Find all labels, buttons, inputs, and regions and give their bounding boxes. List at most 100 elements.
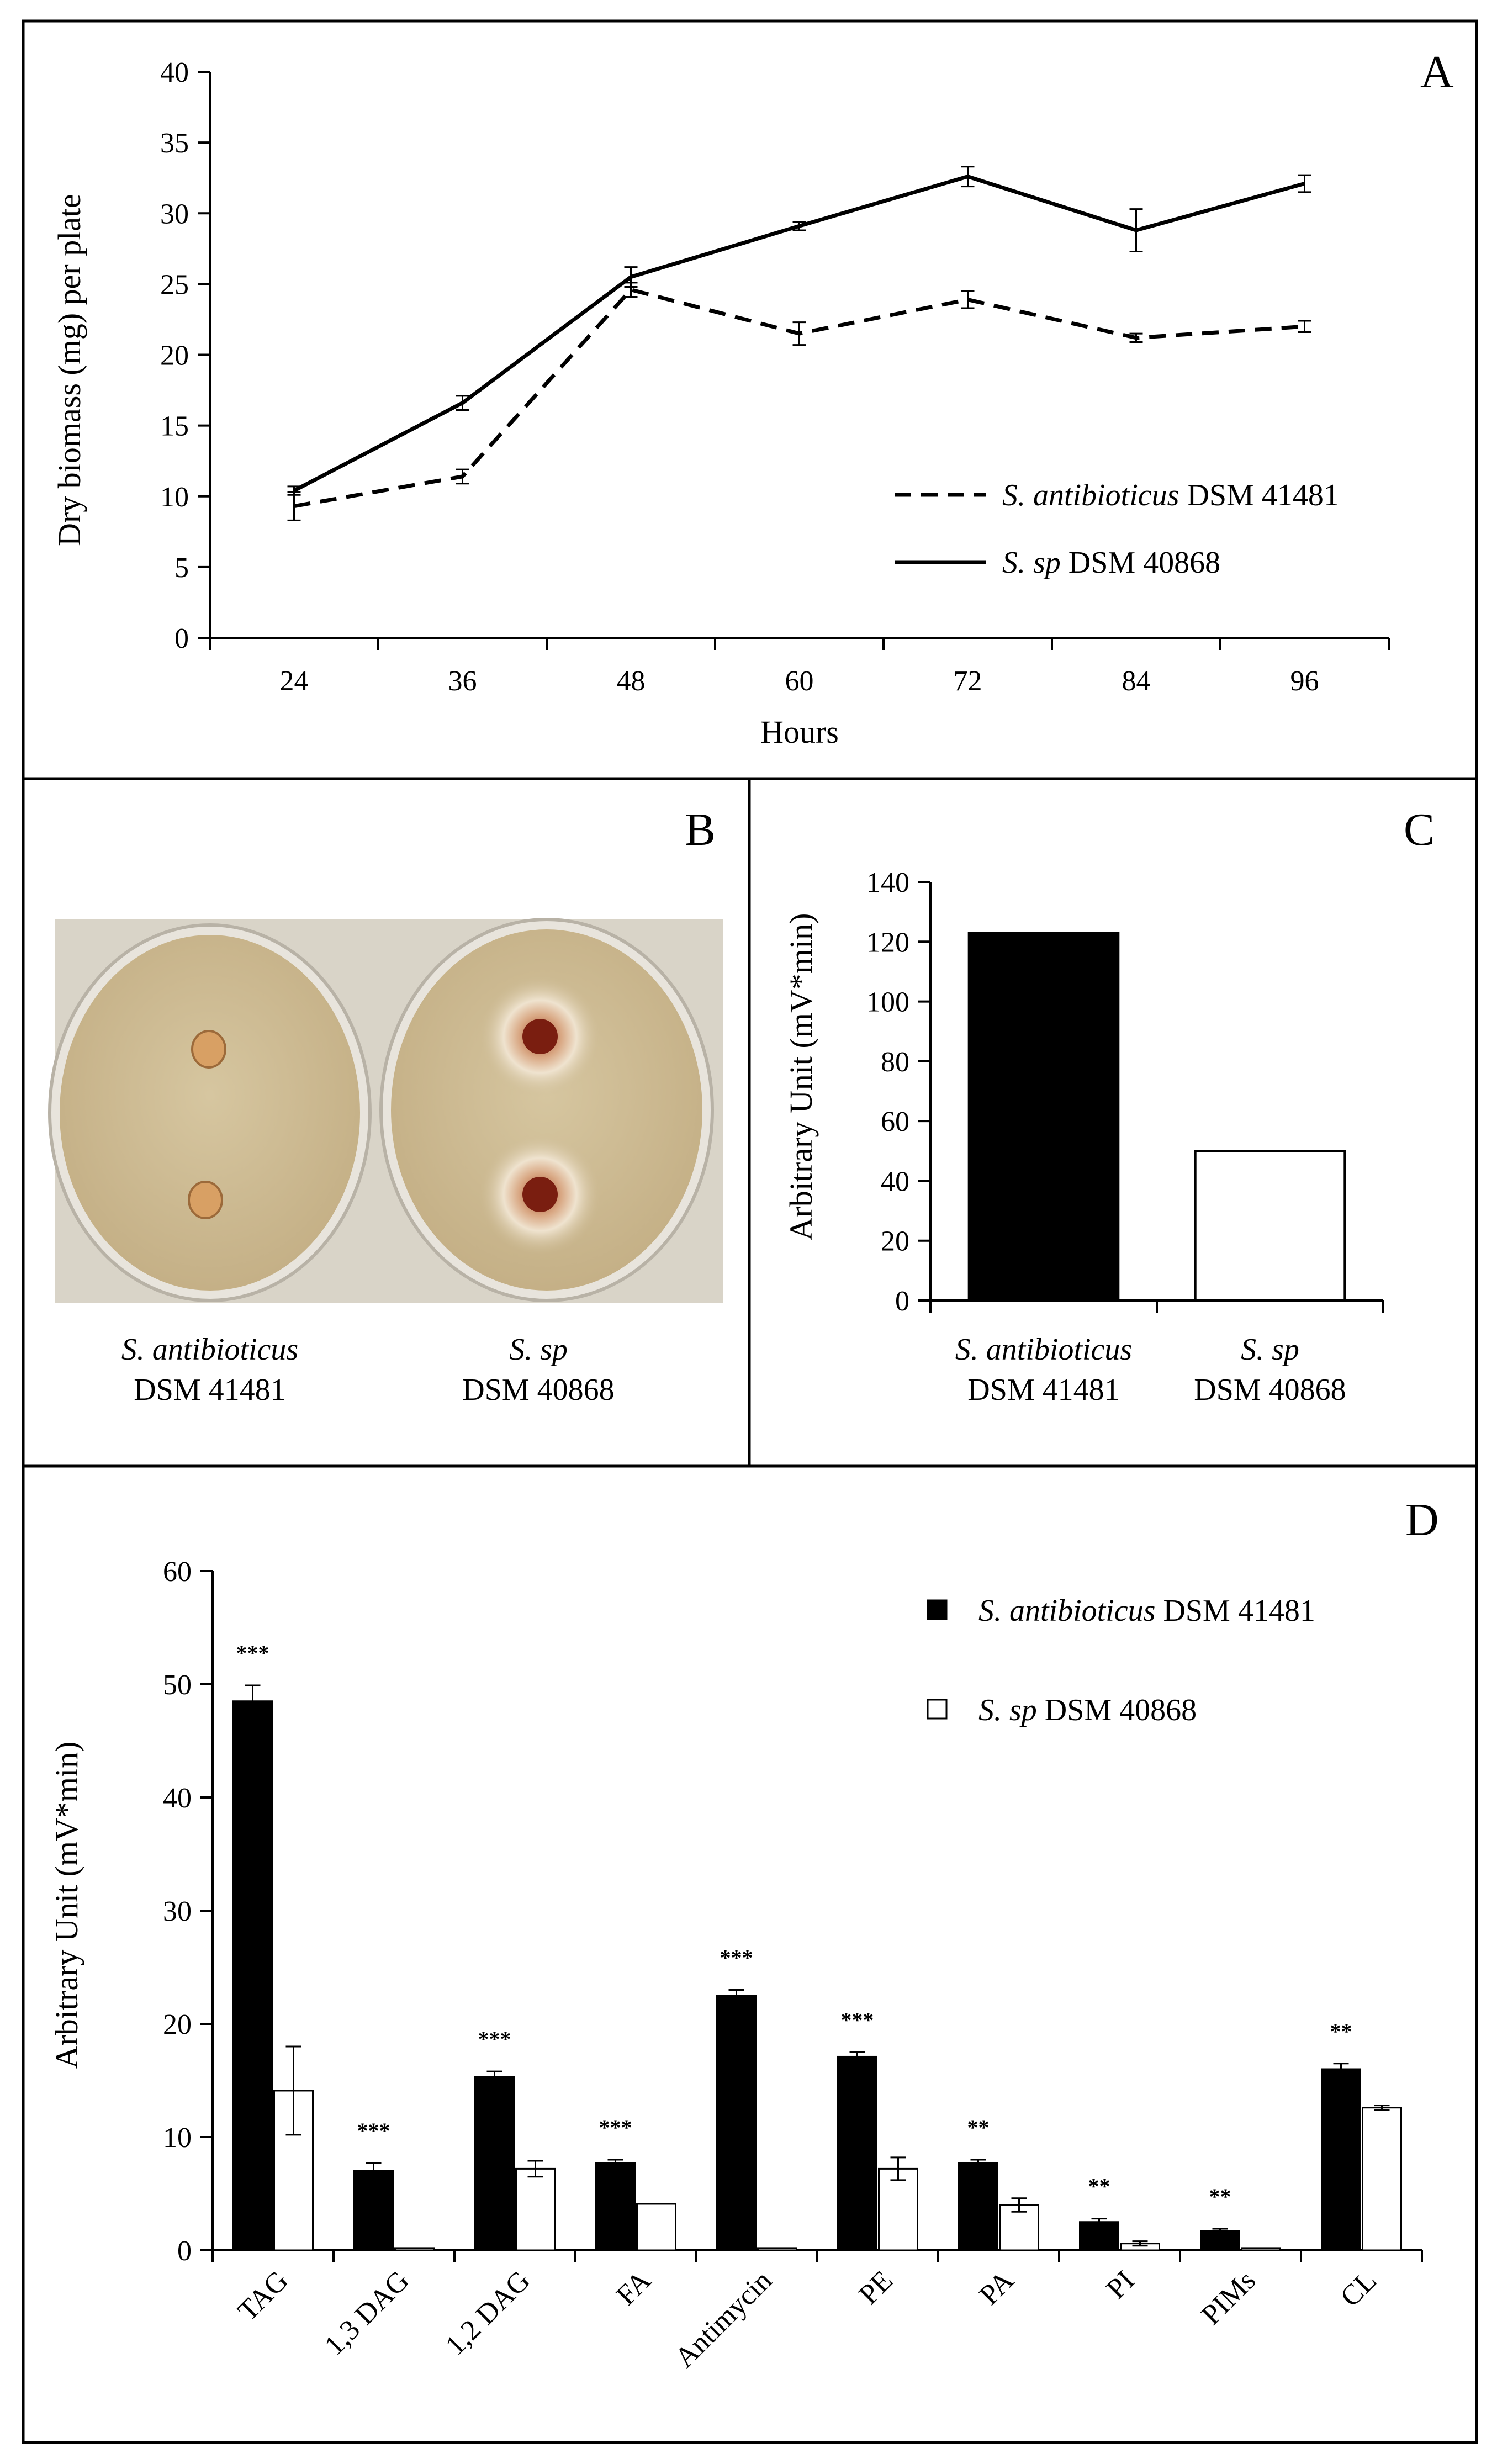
panel-d-y-tick-label-0: 0 bbox=[177, 2235, 192, 2267]
plate-caption-left-strain: DSM 41481 bbox=[134, 1373, 285, 1407]
panel-a-y-axis: 0 5 10 15 20 25 30 35 40 bbox=[160, 57, 211, 654]
panel-d-bar-1-series-2 bbox=[394, 2247, 435, 2251]
panel-a-x-axis: 24 36 48 60 72 84 96 bbox=[209, 637, 1390, 697]
panel-d-bar-6-series-1 bbox=[958, 2162, 998, 2251]
panel-a-y-tick-label-6: 30 bbox=[160, 198, 189, 230]
panel-d-bar-5-series-2 bbox=[878, 2167, 918, 2251]
plate-caption-right-strain: DSM 40868 bbox=[462, 1373, 614, 1407]
panel-d-errorbar-9-series-1 bbox=[1333, 2063, 1349, 2076]
panel-a-x-tick-label-3: 60 bbox=[785, 665, 814, 697]
panel-a-y-axis-title: Dry biomass (mg) per plate bbox=[51, 194, 87, 546]
panel-d-legend-label-2-species: S. sp bbox=[978, 1693, 1037, 1727]
panel-d-bar-2-series-2 bbox=[515, 2167, 556, 2251]
panel-d-bar-4-series-1 bbox=[716, 1995, 757, 2251]
panel-d-errorbar-0-series-1 bbox=[245, 1684, 261, 1718]
panel-a-x-tick-label-2: 48 bbox=[617, 665, 646, 697]
panel-c-x-labels: S. antibioticus DSM 41481 S. sp DSM 40868 bbox=[955, 1333, 1346, 1407]
petri-plate-left bbox=[48, 923, 372, 1302]
panel-a-x-axis-title: Hours bbox=[760, 714, 839, 750]
panel-a-y-tick-label-3: 15 bbox=[160, 411, 189, 442]
panel-d-errorbar-0-series-2 bbox=[285, 2045, 301, 2136]
panel-c-y-tick-label-0: 0 bbox=[895, 1286, 909, 1317]
panel-c-x-label-strain-1: DSM 40868 bbox=[1194, 1373, 1346, 1407]
panel-a-y-tick-label-5: 25 bbox=[160, 269, 189, 300]
panel-c-y-tick-label-6: 120 bbox=[866, 927, 909, 958]
panel-d-bar-8-series-2 bbox=[1241, 2247, 1281, 2251]
panel-b-letter: B bbox=[685, 804, 716, 855]
panel-d-bar-9-series-2 bbox=[1362, 2107, 1402, 2251]
panel-d-legend-label-1-strain: DSM 41481 bbox=[1155, 1594, 1315, 1628]
panel-d-significance-2: *** bbox=[478, 2027, 511, 2051]
panel-d-significance-6: ** bbox=[967, 2115, 990, 2140]
panel-d-errorbar-7-series-2 bbox=[1132, 2240, 1148, 2247]
panel-d-legend-label-1: S. antibioticus DSM 41481 bbox=[978, 1594, 1315, 1628]
panel-d-errorbar-1-series-1 bbox=[366, 2162, 382, 2180]
agar-left bbox=[60, 935, 360, 1291]
panel-d-bar-3-series-2 bbox=[636, 2203, 676, 2251]
panel-d-letter: D bbox=[1405, 1494, 1439, 1546]
panel-c-y-tick-label-3: 60 bbox=[881, 1106, 909, 1138]
panel-c-x-label-species-1: S. sp bbox=[1241, 1333, 1299, 1367]
panel-d-bar-7-series-1 bbox=[1079, 2221, 1119, 2251]
panel-d-significance-9: ** bbox=[1330, 2019, 1352, 2044]
panel-c: C 0 20 40 60 80 100 120 140 S. antibioticus DSM … bbox=[783, 804, 1435, 1407]
panel-c-x-label-species-0: S. antibioticus bbox=[955, 1333, 1132, 1367]
panel-a-series-1-errorbar-1 bbox=[456, 468, 469, 485]
panel-a-y-tick-label-2: 10 bbox=[160, 482, 189, 513]
well-left-top bbox=[191, 1030, 226, 1069]
panel-a-y-tick-label-7: 35 bbox=[160, 128, 189, 159]
plate-caption-right-species: S. sp bbox=[509, 1333, 568, 1367]
agar-right bbox=[391, 929, 702, 1291]
panel-d-y-tick-label-6: 60 bbox=[163, 1556, 192, 1588]
panel-d-errorbar-2-series-1 bbox=[486, 2070, 502, 2084]
colony-right-bottom bbox=[522, 1177, 558, 1212]
legend-label-series-2: S. sp DSM 40868 bbox=[1002, 546, 1220, 580]
panel-d-errorbar-6-series-1 bbox=[970, 2159, 986, 2167]
panel-d-bar-1-series-1 bbox=[353, 2170, 394, 2251]
panel-c-x-label-strain-0: DSM 41481 bbox=[967, 1373, 1119, 1407]
legend-label-series-1-strain: DSM 41481 bbox=[1179, 478, 1339, 512]
panel-d-errorbar-4-series-1 bbox=[728, 1989, 744, 2002]
panel-d-errorbar-7-series-1 bbox=[1091, 2218, 1107, 2227]
panel-d-bar-3-series-1 bbox=[595, 2162, 636, 2251]
panel-a-x-tick-label-1: 36 bbox=[448, 665, 477, 697]
panel-d-bars: ********************** **** bbox=[211, 1641, 1423, 2262]
panel-a-series-2-errorbar-4 bbox=[961, 166, 975, 188]
panel-a-series-1-errorbar-5 bbox=[1129, 332, 1143, 343]
panel-d-legend: S. antibioticus DSM 41481 S. sp DSM 4086… bbox=[927, 1594, 1315, 1727]
panel-d-significance-1: *** bbox=[357, 2118, 390, 2143]
panel-a-y-tick-label-8: 40 bbox=[160, 57, 189, 88]
legend-swatch-black bbox=[927, 1599, 948, 1620]
panel-d-legend-label-2-strain: DSM 40868 bbox=[1037, 1693, 1197, 1727]
panel-d-significance-0: *** bbox=[236, 1641, 269, 1665]
panel-d-bar-0-series-1 bbox=[232, 1700, 273, 2251]
panel-c-bar-1 bbox=[1194, 1150, 1346, 1302]
panel-c-letter: C bbox=[1404, 804, 1435, 855]
colony-right-top bbox=[522, 1019, 558, 1054]
legend-label-series-1-species: S. antibioticus bbox=[1002, 478, 1179, 512]
panel-a-y-tick-label-4: 20 bbox=[160, 340, 189, 372]
panel-d-errorbar-6-series-2 bbox=[1011, 2197, 1027, 2213]
panel-c-y-tick-label-7: 140 bbox=[866, 867, 909, 898]
panel-a-letter: A bbox=[1420, 46, 1454, 98]
panel-d-y-axis: 0 10 20 30 40 50 60 bbox=[163, 1556, 214, 2267]
panel-d-legend-label-1-species: S. antibioticus bbox=[978, 1594, 1155, 1628]
panel-d-y-tick-label-4: 40 bbox=[163, 1783, 192, 1814]
panel-c-y-tick-label-2: 40 bbox=[881, 1166, 909, 1197]
panel-d-y-tick-label-1: 10 bbox=[163, 2122, 192, 2154]
panel-a-series-1-errorbar-6 bbox=[1298, 320, 1311, 333]
panel-a-series bbox=[287, 166, 1311, 521]
panel-d-significance-4: *** bbox=[720, 1945, 753, 1970]
panel-c-y-axis: 0 20 40 60 80 100 120 140 bbox=[866, 867, 932, 1317]
panel-d-bar-9-series-1 bbox=[1321, 2068, 1361, 2251]
panel-d-y-tick-label-3: 30 bbox=[163, 1896, 192, 1927]
panel-d-significance-7: ** bbox=[1088, 2174, 1110, 2199]
panel-d-significance-3: *** bbox=[599, 2115, 632, 2140]
panel-a-series-2-errorbar-6 bbox=[1298, 174, 1311, 193]
panel-a-series-1-errorbar-4 bbox=[961, 290, 975, 309]
panel-d-errorbar-2-series-2 bbox=[527, 2160, 543, 2178]
panel-a-series-2-errorbar-5 bbox=[1129, 208, 1143, 252]
petri-plate-right bbox=[379, 918, 714, 1302]
